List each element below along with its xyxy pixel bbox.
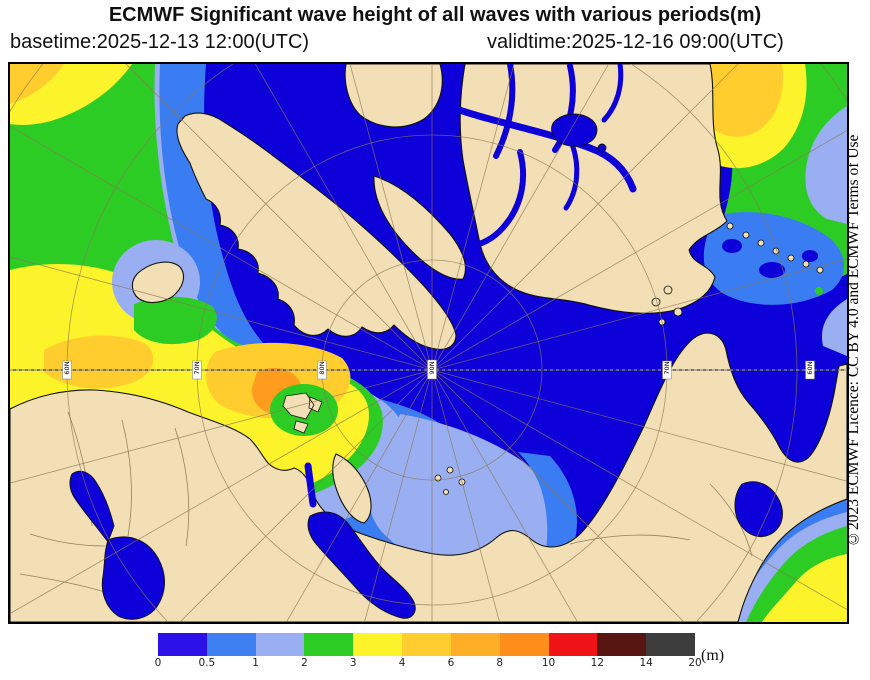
country-border [174,427,190,547]
colorbar-segment [206,633,257,656]
baltic-sea [101,536,165,620]
wave-region-periwinkle-bering-south [821,299,847,356]
aleutian-water-patch [759,262,785,278]
victoria-island-channel [472,149,527,248]
wave-region-gold-corner [10,64,64,104]
colorbar-segment [548,633,598,656]
colorbar-tick-label: 0.5 [198,657,216,669]
colorbar-segment [646,633,696,656]
archipelago-channel [563,141,580,211]
colorbar-segment [255,633,305,656]
aleutian-water-patch [802,250,818,262]
north-america-mainland [459,64,728,314]
wave-speck-green-bering [815,287,823,295]
colorbar-tick-label: 6 [447,657,455,669]
latitude-labels: 60N 70N 80N 90N 70N [62,359,815,380]
colorbar-tick-label: 12 [590,657,605,669]
colorbar-tick-label: 3 [349,657,357,669]
gulf-of-bothnia [69,470,115,543]
region-border-siberia [569,534,691,545]
colorbar-tick-label: 10 [541,657,556,669]
country-border [121,419,132,537]
anadyr-gulf [734,481,783,538]
colorbar-tick-label: 2 [301,657,308,669]
colorbar-segment [450,633,501,656]
svg-text:70N: 70N [193,361,201,374]
colorbar-segment [597,633,647,656]
baffin-island [373,175,467,280]
latitude-label-box: 80N [317,360,327,380]
colorbar-segment [353,633,403,656]
great-bear-lake [551,113,598,147]
country-border [19,573,106,593]
svg-text:80N: 80N [318,361,326,374]
wave-region-dodger-aleutian [703,212,844,305]
svg-text:60N: 60N [806,361,814,374]
novaya-zemlya-island [332,453,372,524]
latitude-label-box: 70N [192,360,202,380]
colorbar-segment [304,633,354,656]
lake-speck [597,143,607,153]
svg-text:60N: 60N [63,361,71,374]
colorbar-segment [402,633,452,656]
country-border [29,533,106,547]
aleutian-water-patch [722,239,742,253]
colorbar-segment [158,633,208,656]
wave-core-gold-gulf-of-alaska [693,64,784,137]
svg-text:90N: 90N [428,361,436,374]
polar-stereographic-map: 60N 70N 80N 90N 70N [10,64,847,622]
colorbar-tick-label: 20 [688,657,702,669]
svg-text:70N: 70N [663,361,671,374]
ellesmere-island-group [344,64,443,128]
wave-region-periwinkle-bering-north [805,106,847,224]
basetime-label: basetime:2025-12-13 12:00(UTC) [10,31,310,53]
colorbar-tick-label: 4 [398,657,406,669]
archipelago-channel [601,64,624,123]
arctic-map: 60N 70N 80N 90N 70N [8,62,849,624]
latitude-label-box: 70N [662,360,672,380]
latitude-label-box: 60N [62,360,72,380]
svalbard-islands [282,392,323,434]
license-text: ©2023 ECMWF Licence: CC BY 4.0 and ECMWF… [845,134,862,548]
white-sea-throat [304,462,317,508]
validtime-label: validtime:2025-12-16 09:00(UTC) [487,31,784,53]
franz-josef-land-islands [434,466,466,495]
region-border-siberia [709,483,753,557]
latitude-label-box: 60N [805,360,815,380]
colorbar-unit: (m) [701,647,725,664]
colorbar-tick-label: 8 [496,657,504,669]
north-pole-label-box: 90N [427,359,437,380]
wave-fringe-green-iceland-south [134,296,217,345]
eurasia-landmass [10,332,847,622]
aleutian-island-chain [726,222,824,274]
colorbar-tick-label: 0 [154,657,162,669]
page-title: ECMWF Significant wave height of all wav… [108,4,762,26]
colorbar-tick-label: 1 [252,657,259,669]
colorbar-tick-label: 14 [639,657,653,669]
colorbar-segment [499,633,550,656]
wave-core-yellow-okhotsk [762,554,847,622]
